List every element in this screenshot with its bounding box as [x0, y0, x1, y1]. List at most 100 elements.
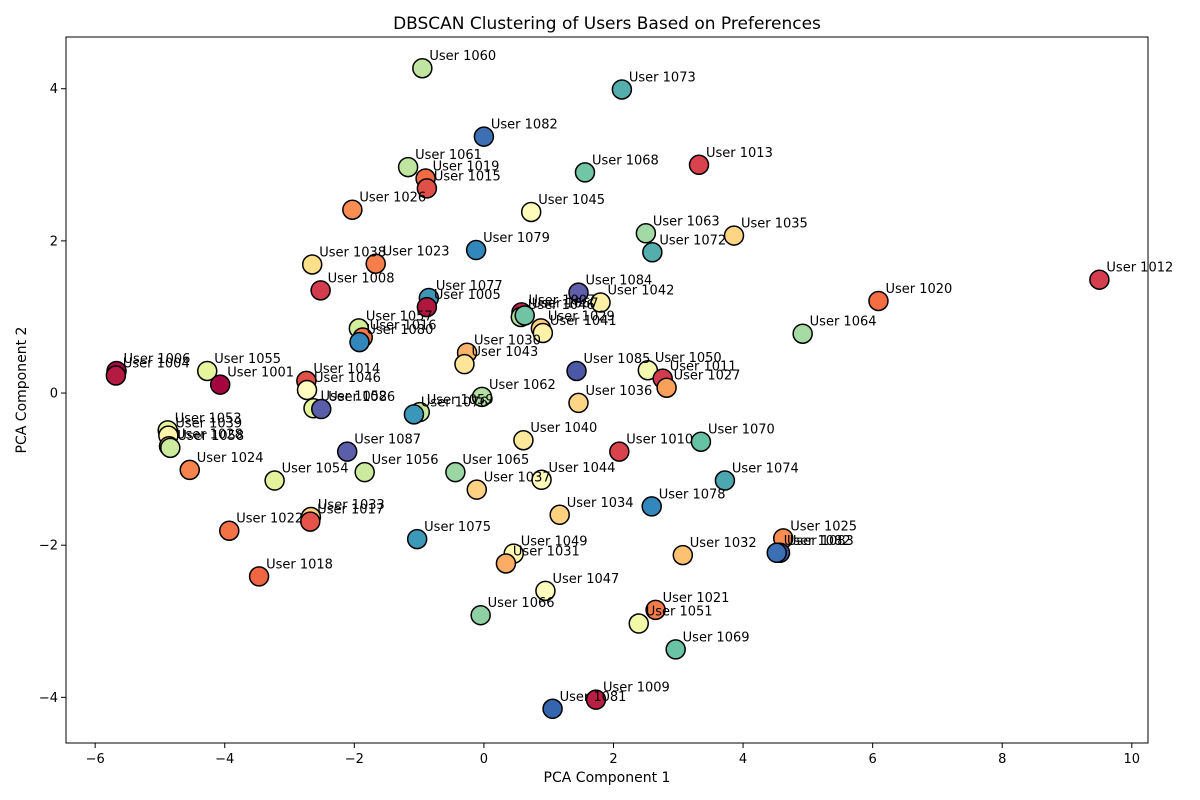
- x-tick-label: −6: [86, 752, 105, 767]
- x-axis: −6 −4 −2 0 2 4 6 8 10: [86, 743, 1141, 767]
- point-labels-layer: User 1060 User 1073 User 1082 User 1013 User…: [123, 49, 1173, 705]
- point-label: User 1074: [732, 462, 799, 477]
- x-tick-label: 10: [1124, 752, 1141, 767]
- data-point: [445, 461, 466, 483]
- data-point: [248, 566, 270, 587]
- data-point: [714, 470, 736, 491]
- point-label: User 1041: [550, 314, 617, 329]
- point-label: User 1031: [513, 544, 580, 559]
- points-layer: [105, 57, 1110, 720]
- point-label: User 1067: [532, 296, 599, 311]
- data-point: [568, 392, 589, 414]
- data-point: [473, 126, 495, 147]
- point-label: User 1024: [197, 451, 264, 466]
- point-label: User 1011: [670, 360, 737, 375]
- plot-area: User 1060 User 1073 User 1082 User 1013 User…: [65, 36, 1173, 744]
- point-label: User 1017: [317, 503, 384, 518]
- data-point: [296, 379, 318, 401]
- data-point: [354, 461, 375, 483]
- point-label: User 1042: [608, 284, 675, 299]
- data-point: [535, 580, 556, 602]
- point-label: User 1054: [282, 462, 349, 477]
- point-label: User 1055: [214, 352, 281, 367]
- point-label: User 1035: [741, 217, 808, 232]
- point-label: User 1078: [659, 487, 726, 502]
- point-label: User 1029: [548, 309, 615, 324]
- data-point: [645, 599, 666, 621]
- data-point: [300, 511, 321, 532]
- data-point: [342, 199, 363, 220]
- point-label: User 1019: [433, 160, 500, 175]
- point-label: User 1014: [313, 362, 380, 377]
- data-point: [311, 398, 332, 420]
- point-label: User 1061: [415, 148, 482, 163]
- data-point: [611, 79, 633, 100]
- point-label: User 1066: [488, 596, 555, 611]
- chart-title: DBSCAN Clustering of Users Based on Pref…: [393, 14, 821, 34]
- data-point: [672, 544, 694, 566]
- point-label: User 1076: [421, 395, 488, 410]
- point-label: User 1026: [359, 191, 426, 206]
- data-point: [397, 156, 419, 178]
- data-point: [723, 225, 745, 246]
- data-point: [542, 698, 563, 720]
- data-point: [310, 280, 331, 301]
- data-point: [465, 239, 487, 261]
- point-label: User 1060: [429, 49, 496, 64]
- x-tick-label: 0: [480, 752, 488, 767]
- point-label: User 1046: [528, 298, 595, 313]
- point-label: User 1058: [177, 429, 244, 444]
- data-point: [406, 528, 428, 550]
- data-point: [514, 305, 535, 326]
- axes-frame: [65, 36, 1149, 744]
- data-point: [532, 322, 554, 344]
- x-tick-label: 4: [739, 752, 747, 767]
- point-label: User 1023: [383, 245, 450, 260]
- data-point: [336, 441, 358, 462]
- data-point: [531, 469, 552, 491]
- point-label: User 1018: [266, 557, 333, 572]
- point-label: User 1015: [434, 169, 501, 184]
- data-point: [766, 542, 788, 564]
- point-label: User 1087: [354, 433, 421, 448]
- point-label: User 1045: [538, 193, 605, 208]
- point-label: User 1065: [462, 453, 529, 468]
- data-point: [209, 374, 231, 395]
- point-label: User 1049: [521, 535, 588, 550]
- point-label: User 1008: [328, 271, 395, 286]
- data-point: [403, 404, 425, 425]
- data-point: [513, 429, 534, 451]
- point-label: User 1083: [787, 534, 854, 549]
- data-point: [792, 323, 813, 344]
- point-label: User 1020: [885, 282, 952, 297]
- point-label: User 1028: [176, 427, 243, 442]
- point-label: User 1022: [236, 512, 303, 527]
- data-point: [574, 162, 596, 183]
- x-axis-title: PCA Component 1: [544, 770, 671, 786]
- data-point: [690, 431, 712, 452]
- point-label: User 1010: [626, 433, 693, 448]
- point-label: User 1072: [659, 233, 726, 248]
- point-label: User 1013: [706, 146, 773, 161]
- data-point: [470, 604, 491, 626]
- data-point: [609, 441, 630, 462]
- y-tick-label: 0: [50, 387, 58, 402]
- point-label: User 1064: [810, 315, 877, 330]
- data-point: [585, 689, 607, 710]
- point-label: User 1037: [484, 471, 551, 486]
- point-label: User 1070: [708, 423, 775, 438]
- point-label: User 1006: [124, 352, 191, 367]
- data-point: [568, 282, 589, 303]
- data-point: [520, 201, 542, 223]
- data-point: [412, 57, 433, 79]
- point-label: User 1050: [655, 351, 722, 366]
- data-point: [416, 178, 438, 199]
- point-label: User 1059: [427, 393, 494, 408]
- point-label: User 1004: [123, 357, 190, 372]
- data-point: [688, 154, 710, 176]
- point-label: User 1005: [434, 288, 501, 303]
- data-point: [454, 353, 475, 375]
- point-label: User 1084: [585, 274, 652, 289]
- y-tick-label: −4: [39, 691, 58, 706]
